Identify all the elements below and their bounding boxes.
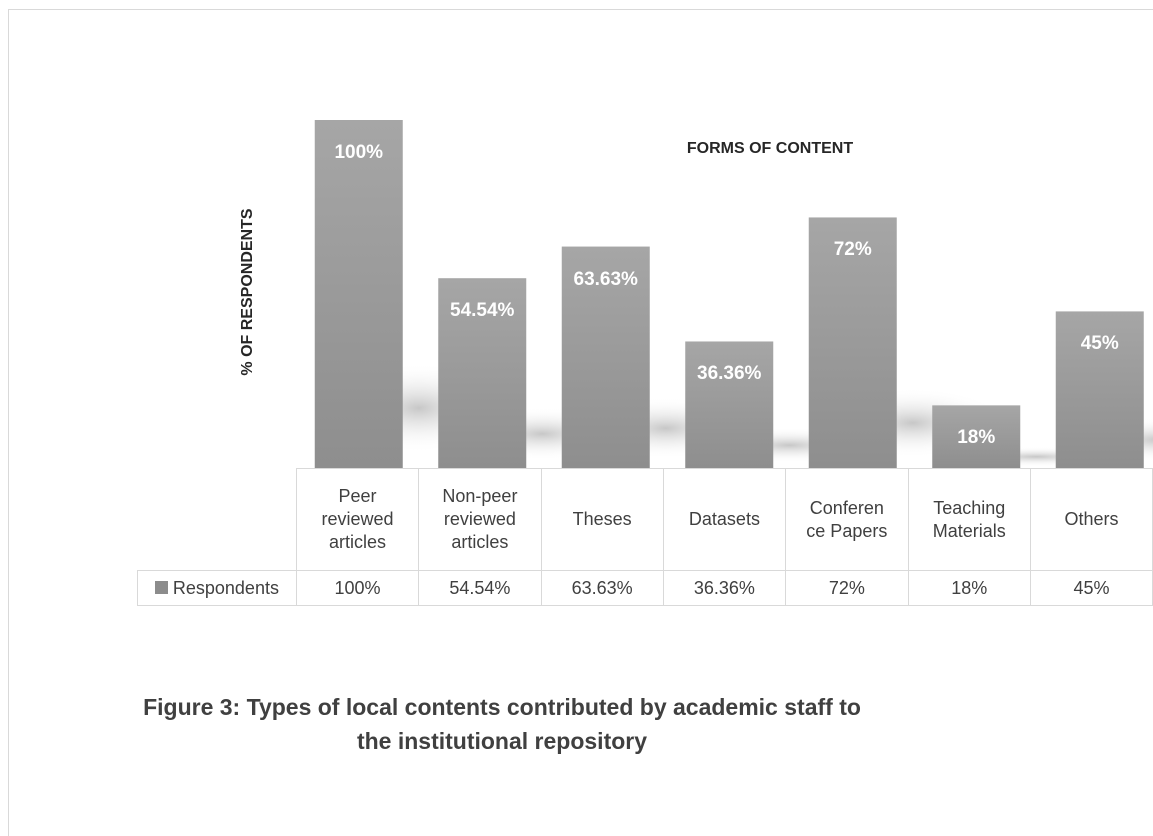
category-label: Datasets xyxy=(662,468,787,571)
bar-data-label: 100% xyxy=(334,142,384,163)
caption-line-1: Figure 3: Types of local contents contri… xyxy=(143,694,861,720)
bar xyxy=(561,246,650,468)
x-axis-label: FORMS OF CONTENT xyxy=(686,140,854,157)
bar-data-label: 45% xyxy=(1080,333,1119,355)
bar xyxy=(808,217,897,468)
table-corner xyxy=(137,468,297,571)
category-label: Non-peer reviewed articles xyxy=(418,468,542,571)
category-label-line: Teaching xyxy=(933,497,1006,518)
category-label-line: ce Papers xyxy=(806,520,888,541)
data-table: Peer reviewed articles Non-peer reviewed arti… xyxy=(137,468,1153,606)
category-label: Theses xyxy=(540,468,664,571)
bar-data-label: 36.36% xyxy=(697,363,762,385)
category-label-line: articles xyxy=(451,532,509,552)
value-cell: 45% xyxy=(1029,570,1153,606)
category-label-line: Others xyxy=(1064,509,1119,529)
bar xyxy=(1055,311,1144,468)
category-row: Peer reviewed articles Non-peer reviewed arti… xyxy=(137,468,1153,571)
category-label-line: articles xyxy=(329,532,387,552)
y-axis-label: % OF RESPONDENTS xyxy=(239,208,256,376)
bar-data-label: 63.63% xyxy=(573,268,638,290)
bar xyxy=(314,120,403,468)
legend-series-name: Respondents xyxy=(172,577,279,598)
category-label: Others xyxy=(1029,468,1153,571)
category-label-line: reviewed xyxy=(443,509,516,529)
bar xyxy=(685,341,774,468)
category-label: Teaching Materials xyxy=(907,468,1031,571)
value-cell: 54.54% xyxy=(418,570,542,606)
value-cell: 36.36% xyxy=(662,570,787,606)
category-label-line: Non-peer xyxy=(442,486,518,506)
caption-line-2: the institutional repository xyxy=(356,728,648,754)
values-row: Respondents 100% 54.54% 63.63% 36.36% 72% 18%… xyxy=(137,570,1153,606)
category-label-line: Theses xyxy=(572,509,632,529)
legend-cell: Respondents xyxy=(137,570,297,606)
bar xyxy=(438,278,527,468)
legend-swatch xyxy=(154,581,168,595)
value-cell: 63.63% xyxy=(540,570,664,606)
bar xyxy=(932,405,1021,468)
value-cell: 18% xyxy=(907,570,1031,606)
category-label: Conferen ce Papers xyxy=(785,468,909,571)
category-label: Peer reviewed articles xyxy=(295,468,420,571)
category-label-line: reviewed xyxy=(321,509,394,529)
bar-data-label: 18% xyxy=(957,427,996,449)
value-cell: 100% xyxy=(295,570,420,606)
bar-data-label: 54.54% xyxy=(450,300,515,322)
category-label-line: Datasets xyxy=(688,509,760,529)
bar-data-label: 72% xyxy=(833,239,872,261)
figure-caption: Figure 3: Types of local contents contri… xyxy=(62,690,942,758)
value-cell: 72% xyxy=(785,570,909,606)
category-label-line: Peer xyxy=(338,486,377,506)
category-label-line: Conferen xyxy=(809,497,884,518)
category-label-line: Materials xyxy=(932,520,1006,541)
